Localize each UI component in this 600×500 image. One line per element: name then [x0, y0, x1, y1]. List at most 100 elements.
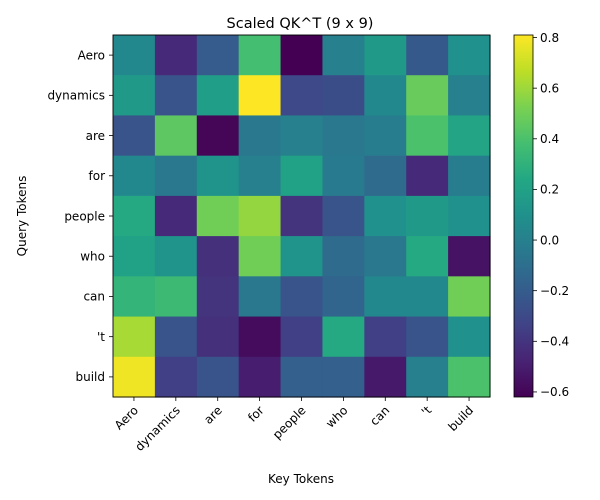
colorbar-tick-label: 0.8: [540, 31, 559, 45]
x-tick-label: for: [245, 403, 267, 425]
heatmap-cell: [196, 195, 240, 237]
heatmap-cell: [322, 75, 365, 117]
heatmap-cell: [364, 115, 407, 157]
x-tick-label: who: [323, 403, 350, 430]
heatmap-cell: [238, 276, 282, 318]
x-tick-label: can: [367, 403, 392, 428]
heatmap-cell: [113, 75, 156, 117]
heatmap-cell: [280, 356, 324, 398]
heatmap-cell: [322, 35, 365, 76]
heatmap-cell: [448, 236, 491, 277]
heatmap-cell: [322, 115, 365, 157]
colorbar-tick-label: 0.6: [540, 81, 559, 95]
x-tick-label: dynamics: [132, 403, 183, 454]
heatmap-cell: [406, 35, 449, 76]
y-tick-label: who: [80, 250, 105, 264]
heatmap-cell: [196, 35, 240, 76]
heatmap-cell: [113, 155, 156, 197]
heatmap-cell: [238, 35, 282, 76]
heatmap-cell: [364, 75, 407, 117]
heatmap-cell: [448, 75, 491, 117]
heatmap-cell: [364, 35, 407, 76]
heatmap-cell: [322, 316, 365, 358]
heatmap-cell: [238, 75, 282, 117]
x-tick-label: build: [445, 403, 476, 434]
heatmap-cell: [113, 356, 156, 398]
heatmap-cell: [406, 276, 449, 318]
heatmap-cell: [364, 316, 407, 358]
heatmap-cell: [364, 356, 407, 398]
colorbar-tick-label: −0.6: [540, 385, 569, 399]
heatmap-cell: [406, 236, 449, 277]
y-tick-label: people: [64, 209, 105, 223]
heatmap-cell: [154, 195, 198, 237]
heatmap-cell: [154, 316, 198, 358]
heatmap-cell: [280, 35, 324, 76]
x-tick-label: are: [201, 403, 225, 427]
heatmap-cell: [154, 155, 198, 197]
heatmap-cell: [196, 356, 240, 398]
y-axis-title: Query Tokens: [15, 176, 29, 257]
heatmap-cell: [406, 75, 449, 117]
heatmap-cell: [238, 236, 282, 277]
chart-title: Scaled QK^T (9 x 9): [227, 16, 374, 32]
heatmap-cell: [280, 115, 324, 157]
heatmap-cell: [154, 35, 198, 76]
heatmap-cell: [280, 75, 324, 117]
heatmap-cell: [364, 236, 407, 277]
heatmap-cell: [196, 155, 240, 197]
heatmap-cell: [154, 75, 198, 117]
heatmap-cell: [238, 115, 282, 157]
colorbar-tick-label: 0.4: [540, 132, 559, 146]
heatmap-cell: [280, 155, 324, 197]
heatmap-cell: [406, 316, 449, 358]
x-tick-label: Aero: [112, 403, 141, 432]
heatmap-cell: [448, 35, 491, 76]
heatmap-cell: [238, 155, 282, 197]
y-tick-label: can: [83, 290, 105, 304]
x-tick-label: 't: [419, 403, 435, 419]
heatmap-cell: [406, 356, 449, 398]
y-tick-label: build: [75, 370, 105, 384]
colorbar: [513, 34, 534, 398]
heatmap-cell: [154, 356, 198, 398]
colorbar-tick-label: −0.2: [540, 284, 569, 298]
y-tick-label: are: [86, 129, 105, 143]
heatmap-cell: [196, 236, 240, 277]
y-tick-label: Aero: [78, 48, 105, 62]
heatmap-cell: [238, 316, 282, 358]
heatmap-cell: [322, 356, 365, 398]
colorbar-ticks: −0.6 −0.4 −0.2 0.0 0.2 0.4 0.6 0.8: [533, 31, 569, 399]
colorbar-tick-label: 0.0: [540, 233, 559, 247]
heatmap-cell: [406, 155, 449, 197]
heatmap-cells: [113, 35, 491, 398]
heatmap-cell: [113, 236, 156, 277]
y-tick-label: 't: [97, 330, 105, 344]
heatmap-cell: [196, 276, 240, 318]
heatmap-cell: [238, 356, 282, 398]
heatmap-cell: [154, 276, 198, 318]
heatmap-cell: [113, 115, 156, 157]
heatmap-cell: [196, 115, 240, 157]
heatmap-cell: [280, 316, 324, 358]
heatmap-cell: [364, 276, 407, 318]
heatmap-cell: [448, 195, 491, 237]
heatmap-cell: [113, 35, 156, 76]
heatmap-cell: [364, 155, 407, 197]
heatmap-cell: [322, 276, 365, 318]
heatmap-cell: [364, 195, 407, 237]
heatmap-cell: [322, 236, 365, 277]
colorbar-tick-label: −0.4: [540, 335, 569, 349]
heatmap-cell: [280, 236, 324, 277]
heatmap-cell: [113, 195, 156, 237]
colorbar-tick-label: 0.2: [540, 183, 559, 197]
heatmap-cell: [280, 276, 324, 318]
heatmap-cell: [448, 276, 491, 318]
x-tick-label: people: [270, 403, 309, 442]
y-tick-label: dynamics: [47, 89, 105, 103]
heatmap-cell: [113, 316, 156, 358]
y-axis-ticks: Aero dynamics are for people who can 't build: [47, 48, 113, 384]
heatmap-cell: [196, 75, 240, 117]
heatmap-cell: [280, 195, 324, 237]
